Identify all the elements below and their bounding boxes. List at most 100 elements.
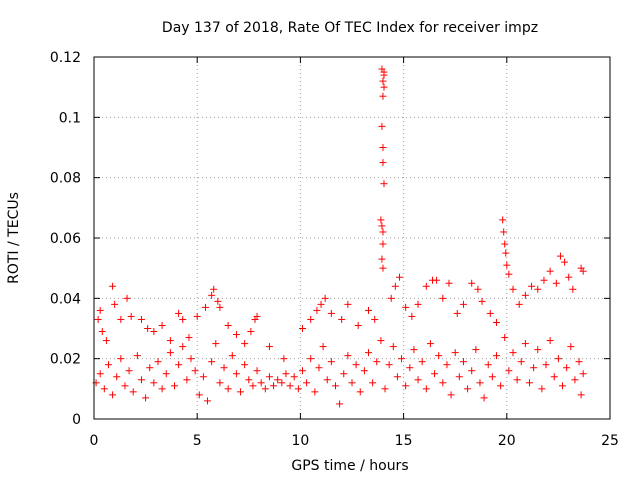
data-point xyxy=(257,379,265,387)
data-point xyxy=(391,282,399,290)
data-point xyxy=(379,144,387,151)
data-point xyxy=(113,373,121,381)
data-point xyxy=(150,328,158,336)
data-point xyxy=(497,382,505,390)
y-tick-label: 0.12 xyxy=(50,50,81,66)
data-point xyxy=(453,309,461,317)
data-point xyxy=(426,340,434,348)
data-point xyxy=(365,306,373,314)
data-point xyxy=(387,294,395,302)
data-point xyxy=(503,261,511,269)
data-point xyxy=(542,361,550,369)
data-point xyxy=(241,340,249,348)
data-point xyxy=(410,346,418,354)
data-point xyxy=(117,315,125,323)
data-point xyxy=(175,309,183,317)
data-point xyxy=(187,355,195,363)
data-point xyxy=(286,382,294,390)
data-point xyxy=(336,400,344,408)
data-point xyxy=(379,240,387,248)
data-point xyxy=(371,315,379,323)
data-point xyxy=(546,267,554,275)
data-point xyxy=(208,358,216,366)
data-point xyxy=(265,343,273,351)
data-point xyxy=(381,385,389,393)
data-point xyxy=(379,77,387,85)
data-point xyxy=(559,382,567,390)
data-point xyxy=(455,373,463,381)
data-point xyxy=(249,382,257,390)
data-point xyxy=(216,303,224,311)
data-point xyxy=(307,315,315,323)
data-point xyxy=(253,312,261,320)
data-point xyxy=(505,270,513,278)
data-point xyxy=(577,391,585,399)
data-point xyxy=(220,364,228,372)
data-point xyxy=(414,376,422,384)
data-point xyxy=(395,273,403,281)
data-point xyxy=(379,264,387,272)
data-point xyxy=(224,321,232,329)
data-point xyxy=(102,337,110,345)
data-point xyxy=(380,83,388,91)
data-point xyxy=(274,376,282,384)
data-point xyxy=(501,334,509,342)
data-point xyxy=(377,337,385,345)
data-point xyxy=(554,355,562,363)
data-point xyxy=(311,388,319,396)
y-axis-label: ROTI / TECUs xyxy=(6,192,22,284)
data-point xyxy=(509,349,517,357)
data-point xyxy=(484,361,492,369)
data-point xyxy=(447,391,455,399)
data-point xyxy=(313,306,321,314)
data-point xyxy=(237,388,245,396)
data-point xyxy=(459,300,467,308)
data-point xyxy=(378,65,386,73)
x-tick-label: 0 xyxy=(90,433,99,449)
data-point xyxy=(377,216,385,224)
data-point xyxy=(472,346,480,354)
data-point xyxy=(561,258,569,266)
data-point xyxy=(298,367,306,375)
data-point xyxy=(170,382,178,390)
data-point xyxy=(208,291,216,299)
data-point xyxy=(389,343,397,351)
data-point xyxy=(474,285,482,293)
data-point xyxy=(398,355,406,363)
data-point xyxy=(540,276,548,284)
data-point xyxy=(183,376,191,384)
data-point xyxy=(100,385,108,393)
data-point xyxy=(158,321,166,329)
data-point xyxy=(502,249,510,257)
data-point xyxy=(509,285,517,293)
data-point xyxy=(154,358,162,366)
data-point xyxy=(111,300,119,308)
data-point xyxy=(344,352,352,360)
data-point xyxy=(129,388,137,396)
data-point xyxy=(380,180,388,188)
data-point xyxy=(214,297,222,305)
data-point xyxy=(344,300,352,308)
data-point xyxy=(315,364,323,372)
data-point xyxy=(538,385,546,393)
data-point xyxy=(253,367,261,375)
data-point xyxy=(282,370,290,378)
data-point xyxy=(179,343,187,351)
data-point xyxy=(579,267,587,275)
data-point xyxy=(303,379,311,387)
data-point xyxy=(352,361,360,369)
data-point xyxy=(280,355,288,363)
data-point xyxy=(408,312,416,320)
data-point xyxy=(439,294,447,302)
data-point xyxy=(373,358,381,366)
data-point xyxy=(478,297,486,305)
data-point xyxy=(556,252,564,260)
data-point xyxy=(144,325,152,332)
data-point xyxy=(468,367,476,375)
data-point xyxy=(521,291,529,299)
y-tick-label: 0.06 xyxy=(50,231,81,247)
data-point xyxy=(480,394,488,402)
x-tick-label: 20 xyxy=(498,433,516,449)
data-point xyxy=(224,385,232,393)
axis-ticks: 0 0.02 0.04 0.06 0.08 0.1 0.12 0 5 10 15 20 25 xyxy=(50,50,619,449)
